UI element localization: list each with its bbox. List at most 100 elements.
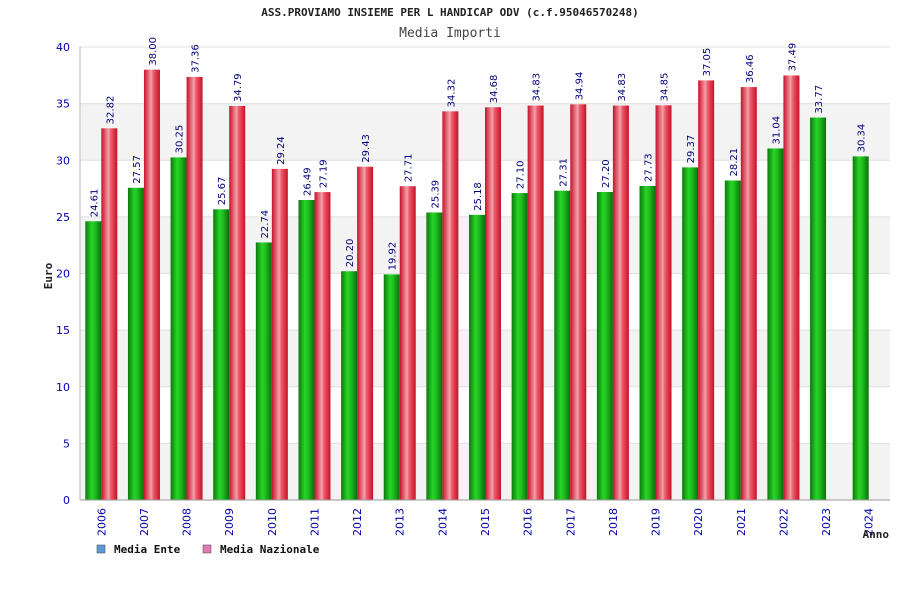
x-tick-label: 2012 <box>351 508 364 536</box>
data-label-media-ente: 31.04 <box>771 116 782 145</box>
x-tick-label: 2023 <box>820 508 833 536</box>
data-label-media-ente: 22.74 <box>260 210 271 239</box>
data-label-media-ente: 27.73 <box>644 153 655 182</box>
bar-media-ente <box>341 271 358 500</box>
x-tick-label: 2021 <box>735 508 748 536</box>
legend-swatch-media-ente <box>96 544 106 554</box>
x-tick-label: 2016 <box>522 508 535 536</box>
data-label-media-nazionale: 34.79 <box>233 73 244 102</box>
x-tick-label: 2020 <box>692 508 705 536</box>
data-label-media-ente: 33.77 <box>814 85 825 114</box>
x-tick-label: 2024 <box>863 508 876 536</box>
data-label-media-ente: 30.34 <box>857 124 868 153</box>
bar-media-nazionale <box>186 76 203 500</box>
data-label-media-nazionale: 27.19 <box>318 159 329 188</box>
x-tick-label: 2019 <box>650 508 663 536</box>
bar-media-ente <box>469 214 485 501</box>
data-label-media-ente: 29.37 <box>686 135 697 164</box>
bar-media-nazionale <box>442 111 459 501</box>
data-label-media-ente: 27.10 <box>516 160 527 189</box>
data-label-media-ente: 25.39 <box>430 180 441 209</box>
y-tick-label: 40 <box>56 41 70 54</box>
bars <box>85 69 869 501</box>
data-label-media-nazionale: 27.71 <box>404 154 415 183</box>
y-tick-label: 0 <box>63 494 70 507</box>
bar-media-ente <box>127 187 144 500</box>
data-label-media-ente: 30.25 <box>175 125 186 154</box>
x-tick-label: 2009 <box>223 508 236 536</box>
data-label-media-nazionale: 36.46 <box>745 54 756 83</box>
y-tick-label: 30 <box>56 154 70 167</box>
data-label-media-nazionale: 34.32 <box>446 79 457 108</box>
bar-media-ente <box>426 212 443 500</box>
x-tick-label: 2011 <box>308 508 321 536</box>
chart-subtitle: Media Importi <box>399 26 501 41</box>
y-tick-label: 25 <box>56 211 70 224</box>
data-label-media-ente: 20.20 <box>345 239 356 268</box>
legend-label-media-nazionale: Media Nazionale <box>220 543 320 556</box>
legend: Media Ente Media Nazionale <box>96 543 320 556</box>
bar-media-ente <box>682 167 699 500</box>
data-label-media-nazionale: 37.36 <box>191 44 202 73</box>
bar-media-ente <box>85 221 102 500</box>
data-label-media-ente: 25.67 <box>217 177 228 206</box>
data-label-media-nazionale: 34.83 <box>532 73 543 102</box>
bar-media-nazionale <box>740 87 757 500</box>
x-tick-label: 2018 <box>607 508 620 536</box>
x-tick-labels: 2006 2007 2008 2009 2010 2011 2012 2013 2014 2015… <box>95 508 875 536</box>
data-label-media-ente: 25.18 <box>473 182 484 211</box>
bar-media-ente <box>255 242 272 501</box>
data-label-media-nazionale: 34.68 <box>489 75 500 104</box>
x-axis-label: Anno <box>863 528 890 541</box>
y-axis-label: Euro <box>42 262 55 289</box>
bar-media-ente <box>596 191 613 500</box>
data-label-media-nazionale: 37.05 <box>702 48 713 77</box>
bar-media-nazionale <box>101 128 118 500</box>
bar-media-nazionale <box>229 106 246 501</box>
bar-media-nazionale <box>314 192 331 501</box>
x-tick-label: 2010 <box>266 508 279 536</box>
y-tick-label: 5 <box>63 437 70 450</box>
data-label-media-nazionale: 29.24 <box>276 136 287 165</box>
x-tick-label: 2008 <box>181 508 194 536</box>
bar-media-nazionale <box>399 186 416 500</box>
data-labels: 24.61 32.82 27.57 38.00 30.25 37.36 25.67 34.79… <box>89 37 867 270</box>
legend-label-media-ente: Media Ente <box>114 543 181 556</box>
data-label-media-ente: 19.92 <box>388 242 399 271</box>
bar-media-nazionale <box>527 105 544 501</box>
bar-media-ente <box>810 117 827 500</box>
x-tick-label: 2015 <box>479 508 492 536</box>
bar-media-nazionale <box>570 104 587 500</box>
bar-media-nazionale <box>612 105 629 501</box>
data-label-media-ente: 28.21 <box>729 148 740 177</box>
data-label-media-nazionale: 34.83 <box>617 73 628 102</box>
x-tick-label: 2022 <box>777 508 790 536</box>
x-tick-label: 2006 <box>95 508 108 536</box>
data-label-media-ente: 27.31 <box>558 158 569 187</box>
x-tick-label: 2013 <box>394 508 407 536</box>
x-tick-label: 2007 <box>138 508 151 536</box>
data-label-media-nazionale: 37.49 <box>787 43 798 72</box>
data-label-media-ente: 27.57 <box>132 155 143 184</box>
bar-media-ente <box>383 274 400 500</box>
data-label-media-nazionale: 32.82 <box>105 96 116 125</box>
x-tick-label: 2017 <box>564 508 577 536</box>
bar-media-ente <box>852 156 869 500</box>
y-tick-label: 10 <box>56 381 70 394</box>
data-label-media-nazionale: 34.94 <box>574 72 585 101</box>
bar-media-ente <box>170 157 187 500</box>
bar-media-ente <box>298 200 315 501</box>
chart-title: ASS.PROVIAMO INSIEME PER L HANDICAP ODV … <box>261 6 639 19</box>
data-label-media-ente: 26.49 <box>302 167 313 196</box>
bar-media-ente <box>554 190 571 501</box>
bar-media-nazionale <box>357 166 374 500</box>
legend-swatch-media-nazionale <box>202 544 212 554</box>
bar-media-ente <box>639 185 656 500</box>
y-tick-label: 15 <box>56 324 70 337</box>
bar-media-ente <box>213 209 230 501</box>
bar-media-nazionale <box>485 107 501 501</box>
bar-media-nazionale <box>271 168 288 500</box>
bar-media-ente <box>724 180 741 501</box>
bar-media-ente <box>511 193 528 500</box>
